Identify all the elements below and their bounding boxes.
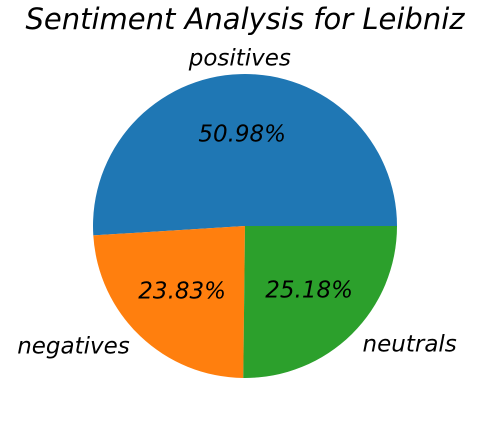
slice-label-neutrals: neutrals [363,331,457,357]
slice-label-positives: positives [188,45,291,71]
slice-percent-positives: 50.98% [198,121,286,147]
slice-label-negatives: negatives [17,334,130,360]
pie-slice-positives [93,74,398,236]
pie-labels: positives 50.98% negatives 23.83% neutrals 25… [17,45,457,359]
pie-slices [93,74,398,378]
slice-percent-neutrals: 25.18% [265,277,353,303]
slice-percent-negatives: 23.83% [138,279,226,305]
pie-slice-neutrals [243,226,397,378]
chart-title: Sentiment Analysis for Leibniz [25,2,465,36]
pie-slice-negatives [93,226,245,378]
